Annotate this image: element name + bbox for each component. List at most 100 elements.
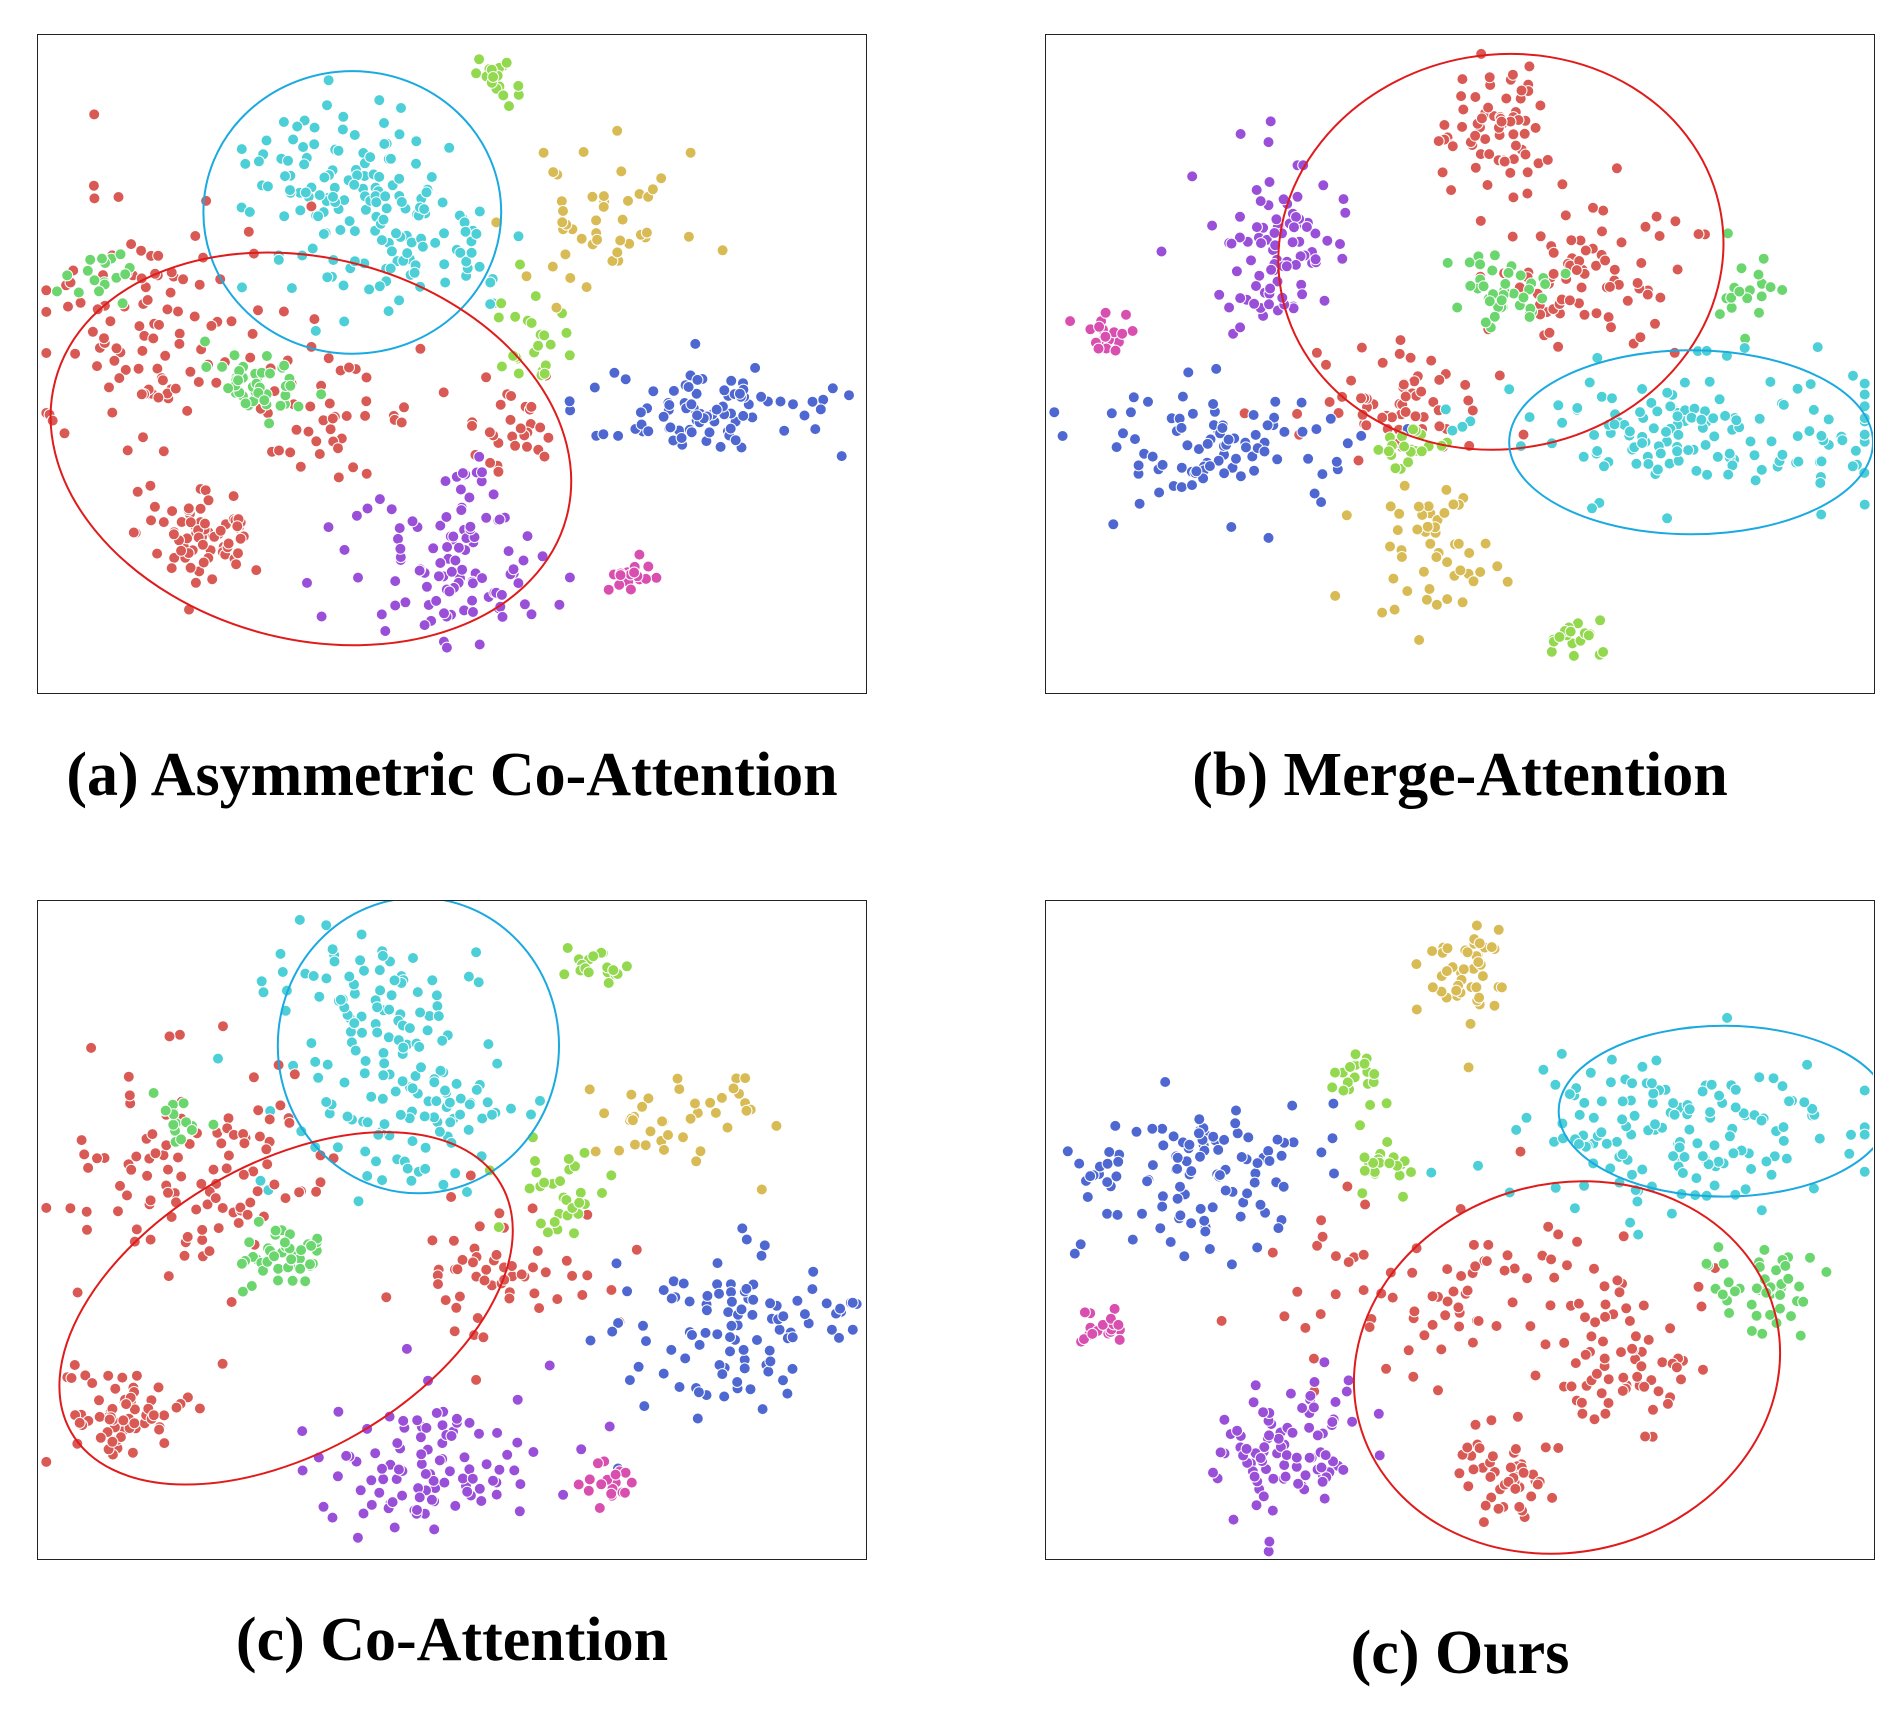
caption-a: (a) Asymmetric Co-Attention [37,740,867,811]
point-red [1591,1368,1602,1379]
point-red [440,1295,451,1306]
point-purple [332,1471,343,1482]
point-yellow [627,1115,638,1126]
point-purple [441,512,452,523]
point-cyan [1756,1205,1767,1216]
point-cyan [258,987,269,998]
point-blue [1158,1140,1169,1151]
point-cyan [471,1084,482,1095]
point-yellow [558,206,569,217]
point-red [1324,397,1335,408]
point-blue [774,1324,785,1335]
point-red [1600,1408,1611,1419]
point-purple [1228,1514,1239,1525]
point-purple [1251,185,1262,196]
point-cyan [307,243,318,254]
point-blue [1154,487,1165,498]
point-red [1576,1397,1587,1408]
point-red [1635,332,1646,343]
point-cyan [1669,1109,1680,1120]
point-blue [683,382,694,393]
point-red [1377,357,1388,368]
point-cyan [1524,412,1535,423]
point-blue [778,1311,789,1322]
point-red [1630,1331,1641,1342]
point-blue [1183,367,1194,378]
point-red [1639,1381,1650,1392]
point-red [1650,318,1661,329]
point-red [1546,1254,1557,1265]
point-blue [737,1223,748,1234]
cluster-blue-10 [585,1223,862,1474]
point-red [1632,1371,1643,1382]
point-purple [453,542,464,553]
point-green [1780,1260,1791,1271]
point-purple [514,1506,525,1517]
point-red [148,333,159,344]
point-purple [395,543,406,554]
point-cyan [1596,391,1607,402]
point-cyan [1714,394,1725,405]
point-magenta [643,561,654,572]
point-red [1482,180,1493,191]
point-yellow [771,1120,782,1131]
point-cyan [402,1163,413,1174]
point-red [221,1163,232,1174]
point-yellow [1422,521,1433,532]
point-red [1483,102,1494,113]
point-red [515,423,526,434]
point-red [1600,1311,1611,1322]
point-yellow [1330,590,1341,601]
point-purple [414,1492,425,1503]
point-green [1759,1244,1770,1255]
point-magenta [596,1479,607,1490]
point-yellow [756,1184,767,1195]
point-yellow [565,273,576,284]
point-red [1603,1374,1614,1385]
point-purple [1281,261,1292,272]
point-purple [604,1421,615,1432]
point-red [253,305,264,316]
cluster-magenta-11 [1065,307,1139,356]
point-cyan [1812,342,1823,353]
point-cyan [1709,431,1720,442]
point-red [506,391,517,402]
point-blue [666,1293,677,1304]
point-red [468,1257,479,1268]
point-red [467,420,478,431]
point-cyan [318,229,329,240]
point-cyan [1457,421,1468,432]
point-red [166,563,177,574]
point-red [323,353,334,364]
point-red [1545,1300,1556,1311]
point-red [127,1447,138,1458]
point-cyan [485,299,496,310]
point-blue [782,1388,793,1399]
point-red [1505,1462,1516,1473]
point-green [117,298,128,309]
point-lime [1546,646,1557,657]
point-yellow [1441,484,1452,495]
point-red [481,372,492,383]
point-red [1599,1281,1610,1292]
point-cyan [1606,1054,1617,1065]
point-yellow [1464,548,1475,559]
cluster-cyan-0 [256,914,484,1081]
point-red [218,1021,229,1032]
point-red [1473,1316,1484,1327]
point-red [1403,1345,1414,1356]
point-red [344,362,355,373]
point-purple [464,492,475,503]
point-blue [1219,1134,1230,1145]
point-blue [1208,1131,1219,1142]
point-purple [339,544,350,555]
point-cyan [1792,383,1803,394]
point-red [82,1224,93,1235]
point-purple [1297,289,1308,300]
point-green [1765,282,1776,293]
point-cyan [1728,1148,1739,1159]
point-red [94,1395,105,1406]
point-red [1510,140,1521,151]
point-green [316,389,327,400]
point-cyan [1730,1102,1741,1113]
